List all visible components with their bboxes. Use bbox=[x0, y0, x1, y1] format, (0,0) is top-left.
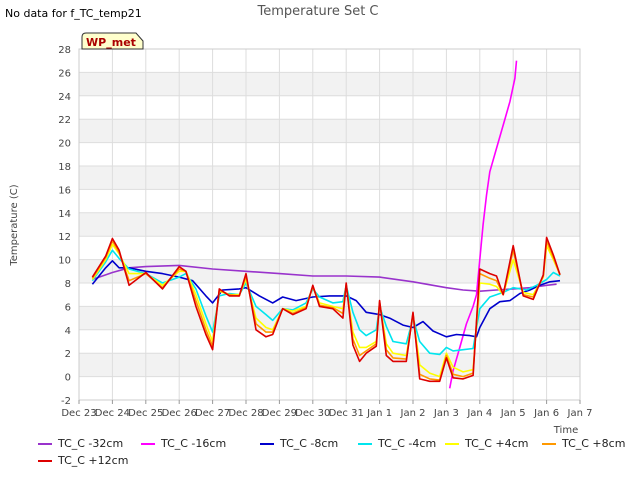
site-badge-label: WP_met bbox=[86, 36, 136, 49]
legend-swatch bbox=[141, 442, 155, 445]
legend-item: TC_C -8cm bbox=[260, 437, 338, 450]
legend-item: TC_C +4cm bbox=[445, 437, 528, 450]
y-tick-label: 22 bbox=[58, 115, 71, 126]
x-tick-label: Dec 29 bbox=[262, 408, 297, 419]
x-tick-label: Jan 4 bbox=[466, 408, 492, 419]
x-tick-label: Dec 28 bbox=[228, 408, 263, 419]
legend-item: TC_C +8cm bbox=[542, 437, 625, 450]
plot-band bbox=[79, 306, 580, 330]
site-badge: WP_met bbox=[81, 32, 144, 50]
x-tick-label: Dec 27 bbox=[195, 408, 230, 419]
y-tick-label: 28 bbox=[58, 45, 71, 56]
legend-item: TC_C -16cm bbox=[141, 437, 226, 450]
plot-band bbox=[79, 259, 580, 283]
legend-swatch bbox=[542, 442, 556, 445]
y-tick-label: 0 bbox=[65, 373, 71, 384]
y-tick-label: 4 bbox=[65, 326, 71, 337]
chart-legend: TC_C -32cm TC_C -16cm TC_C -8cm TC_C -4cm TC… bbox=[38, 437, 638, 471]
legend-label: TC_C +12cm bbox=[58, 454, 129, 467]
y-tick-label: 10 bbox=[58, 256, 71, 267]
legend-item: TC_C -4cm bbox=[358, 437, 436, 450]
y-tick-label: 16 bbox=[58, 185, 71, 196]
x-tick-label: Dec 26 bbox=[162, 408, 197, 419]
y-tick-label: 20 bbox=[58, 139, 71, 150]
legend-swatch bbox=[38, 459, 52, 462]
x-tick-label: Jan 1 bbox=[366, 408, 392, 419]
plot-band bbox=[79, 166, 580, 190]
x-axis-label: Time bbox=[553, 425, 578, 436]
series-line-2 bbox=[91, 260, 561, 338]
series-line-6 bbox=[91, 236, 561, 383]
x-tick-label: Jan 7 bbox=[567, 408, 593, 419]
y-tick-label: 8 bbox=[65, 279, 71, 290]
chart-title: Temperature Set C bbox=[256, 4, 378, 19]
legend-swatch bbox=[260, 442, 274, 445]
y-tick-label: -2 bbox=[61, 396, 71, 407]
x-tick-label: Jan 2 bbox=[400, 408, 426, 419]
x-tick-label: Dec 24 bbox=[95, 408, 130, 419]
x-tick-label: Jan 6 bbox=[533, 408, 559, 419]
legend-label: TC_C -16cm bbox=[161, 437, 227, 450]
plot-band bbox=[79, 212, 580, 237]
y-axis-label: Temperature (C) bbox=[9, 184, 20, 266]
plot-band bbox=[79, 72, 580, 96]
legend-label: TC_C -4cm bbox=[378, 437, 437, 450]
legend-label: TC_C +8cm bbox=[562, 437, 626, 450]
plot-band bbox=[79, 353, 580, 377]
x-tick-label: Jan 3 bbox=[433, 408, 459, 419]
legend-label: TC_C -8cm bbox=[280, 437, 339, 450]
y-tick-label: 2 bbox=[65, 349, 71, 360]
y-tick-label: 12 bbox=[58, 232, 71, 243]
x-tick-label: Jan 5 bbox=[500, 408, 526, 419]
x-tick-label: Dec 23 bbox=[61, 408, 96, 419]
x-tick-label: Dec 31 bbox=[329, 408, 364, 419]
legend-label: TC_C +4cm bbox=[465, 437, 529, 450]
legend-swatch bbox=[38, 442, 52, 445]
legend-swatch bbox=[445, 442, 459, 445]
no-data-note: No data for f_TC_temp21 bbox=[5, 7, 142, 20]
x-tick-label: Dec 30 bbox=[295, 408, 330, 419]
y-tick-label: 24 bbox=[58, 92, 71, 103]
y-tick-label: 26 bbox=[58, 68, 71, 79]
y-tick-label: 18 bbox=[58, 162, 71, 173]
legend-label: TC_C -32cm bbox=[58, 437, 124, 450]
legend-swatch bbox=[358, 442, 372, 445]
y-tick-label: 6 bbox=[65, 302, 71, 313]
legend-item: TC_C +12cm bbox=[38, 454, 128, 467]
series-line-1 bbox=[448, 60, 518, 389]
plot-band bbox=[79, 119, 580, 143]
legend-item: TC_C -32cm bbox=[38, 437, 123, 450]
y-tick-label: 14 bbox=[58, 209, 71, 220]
x-tick-label: Dec 25 bbox=[128, 408, 163, 419]
